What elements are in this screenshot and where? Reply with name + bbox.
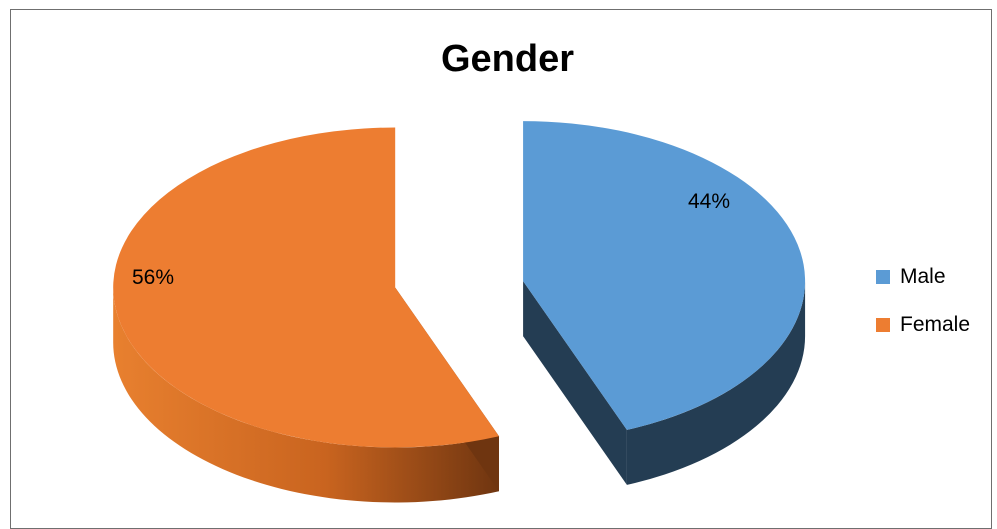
chart-title: Gender (440, 38, 575, 80)
legend-item-male: Male (876, 264, 970, 290)
legend: Male Female (876, 264, 970, 360)
data-label-male: 44% (688, 190, 730, 213)
female-slice-side (113, 287, 499, 503)
data-label-female: 56% (132, 266, 174, 289)
male-slice-cut-face (523, 281, 627, 485)
male-slice (523, 121, 806, 430)
female-slice (113, 127, 499, 448)
pie-slices (113, 121, 806, 503)
pie-chart: 44% 56% (113, 121, 806, 503)
legend-label-male: Male (900, 265, 946, 288)
legend-swatch-male (876, 270, 890, 284)
pie-data-labels: 44% 56% (132, 190, 730, 289)
legend-item-female: Female (876, 312, 970, 338)
legend-swatch-female (876, 318, 890, 332)
male-slice-side (626, 281, 806, 485)
legend-label-female: Female (900, 313, 971, 336)
